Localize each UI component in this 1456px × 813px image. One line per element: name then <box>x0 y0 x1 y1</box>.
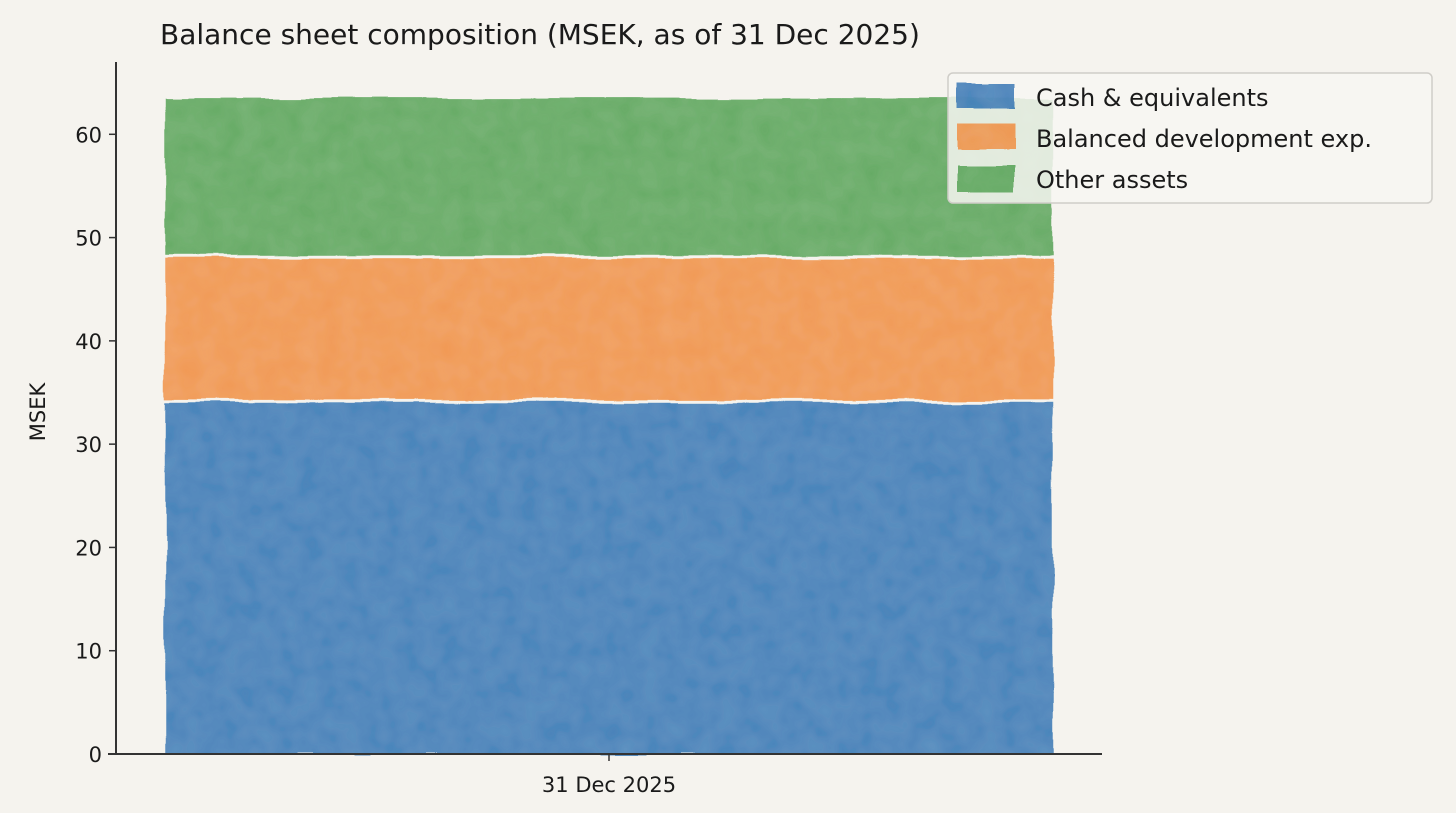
x-tick-label: 31 Dec 2025 <box>542 773 676 797</box>
legend: Cash & equivalents Balanced development e… <box>947 72 1433 204</box>
legend-swatch-cash-equivalents <box>958 84 1014 110</box>
title-group: Balance sheet composition (MSEK, as of 3… <box>160 18 920 51</box>
y-axis: 0 10 20 30 40 50 60 <box>75 62 117 767</box>
y-axis-label: MSEK <box>26 382 50 442</box>
x-axis: 31 Dec 2025 <box>108 753 1102 797</box>
y-tick-label: 10 <box>75 640 102 664</box>
y-tick-label: 20 <box>75 536 102 560</box>
chart-title: Balance sheet composition (MSEK, as of 3… <box>160 18 920 51</box>
bar-other-assets <box>165 98 1053 256</box>
legend-swatch-balanced-development-exp <box>958 125 1014 151</box>
y-tick-label: 60 <box>75 123 102 147</box>
y-tick-label: 0 <box>89 743 102 767</box>
legend-label-balanced-development-exp: Balanced development exp. <box>1036 125 1372 153</box>
y-tick-label: 40 <box>75 330 102 354</box>
y-tick-label: 50 <box>75 227 102 251</box>
legend-frame <box>947 72 1433 204</box>
legend-label-cash-equivalents: Cash & equivalents <box>1036 84 1269 112</box>
legend-label-other-assets: Other assets <box>1036 166 1188 194</box>
bar-stack <box>165 98 1053 754</box>
y-tick-label: 30 <box>75 433 102 457</box>
bar-balanced-development-exp <box>165 258 1053 400</box>
bar-cash-equivalents <box>165 402 1053 754</box>
legend-swatch-other-assets <box>958 166 1014 192</box>
